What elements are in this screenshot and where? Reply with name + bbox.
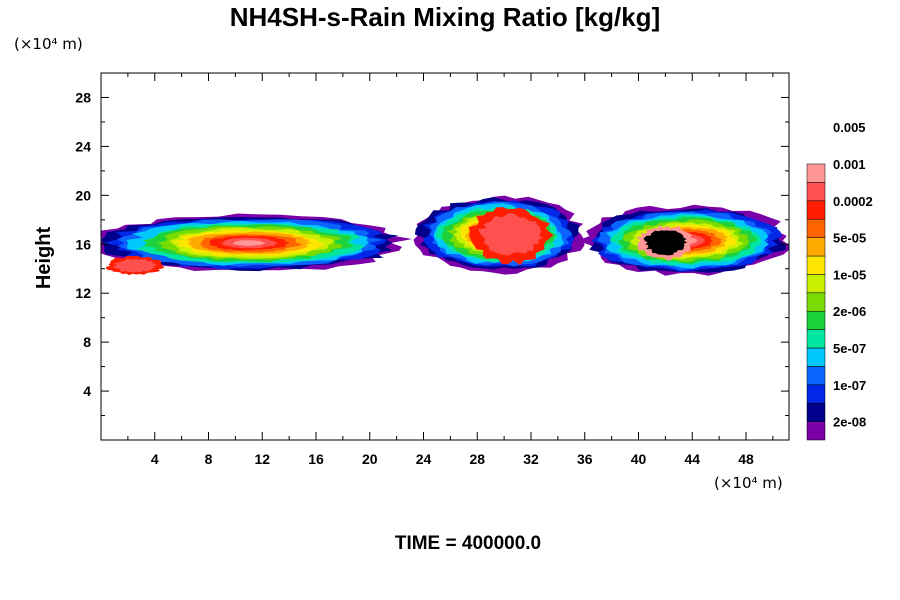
- colorbar-swatch: [806, 292, 826, 312]
- y-tick-label: 28: [75, 89, 91, 105]
- colorbar-swatch: [806, 310, 826, 330]
- y-axis-unit: (×10⁴ m): [14, 35, 83, 53]
- y-axis: 4 8 12 16 20 24 28: [75, 89, 789, 417]
- x-tick-label: 32: [523, 451, 539, 467]
- x-axis-unit: (×10⁴ m): [714, 474, 783, 492]
- x-tick-label: 28: [469, 451, 485, 467]
- y-axis-label: Height: [33, 227, 55, 290]
- x-tick-label: 8: [205, 451, 213, 467]
- y-tick-label: 24: [75, 138, 91, 154]
- colorbar-swatch: [806, 274, 826, 294]
- x-tick-label: 44: [684, 451, 700, 467]
- x-tick-label: 36: [577, 451, 593, 467]
- x-tick-label: 16: [308, 451, 324, 467]
- x-tick-label: 48: [738, 451, 754, 467]
- colorbar-label: 0.0002: [833, 194, 873, 209]
- x-tick-label: 40: [631, 451, 647, 467]
- colorbar-swatch: [806, 329, 826, 349]
- x-tick-label: 20: [362, 451, 378, 467]
- colorbar-swatch: [806, 384, 826, 404]
- colorbar-label: 2e-08: [833, 415, 866, 430]
- y-tick-label: 16: [75, 236, 91, 252]
- colorbar-swatch: [806, 163, 826, 183]
- y-tick-label: 20: [75, 187, 91, 203]
- colorbar-label: 2e-06: [833, 304, 866, 319]
- x-tick-label: 12: [254, 451, 270, 467]
- chart-title: NH4SH-s-Rain Mixing Ratio [kg/kg]: [230, 2, 660, 32]
- colorbar-label: 0.001: [833, 157, 866, 172]
- colorbar: 2e-08 1e-07 5e-07 2e-06 1e-05 5e-05 0.0002 0.00…: [806, 120, 873, 441]
- colorbar-label: 5e-07: [833, 341, 866, 356]
- colorbar-swatch: [806, 402, 826, 422]
- contour-band: [113, 258, 157, 273]
- contour-band: [232, 240, 266, 247]
- colorbar-label: 5e-05: [833, 231, 866, 246]
- x-tick-label: 4: [151, 451, 159, 467]
- x-tick-label: 24: [416, 451, 432, 467]
- y-tick-label: 8: [83, 334, 91, 350]
- colorbar-swatch: [806, 218, 826, 238]
- colorbar-label: 0.005: [833, 120, 866, 135]
- colorbar-swatch: [806, 182, 826, 202]
- contour-band: [643, 230, 688, 256]
- colorbar-swatch: [806, 366, 826, 386]
- colorbar-swatch: [806, 200, 826, 220]
- colorbar-swatch: [806, 421, 826, 441]
- colorbar-label: 1e-05: [833, 267, 866, 282]
- colorbar-swatch: [806, 255, 826, 275]
- time-label: TIME = 400000.0: [395, 533, 541, 554]
- colorbar-swatch: [806, 347, 826, 367]
- colorbar-swatch: [806, 237, 826, 257]
- x-axis: 4 8 12 16 20 24 28 32 36 40 44 48: [127, 73, 774, 467]
- y-tick-label: 12: [75, 285, 91, 301]
- colorbar-label: 1e-07: [833, 378, 866, 393]
- y-tick-label: 4: [83, 383, 91, 399]
- plot-frame: [100, 72, 790, 441]
- contour-band: [478, 213, 544, 256]
- contour-field: [101, 195, 789, 276]
